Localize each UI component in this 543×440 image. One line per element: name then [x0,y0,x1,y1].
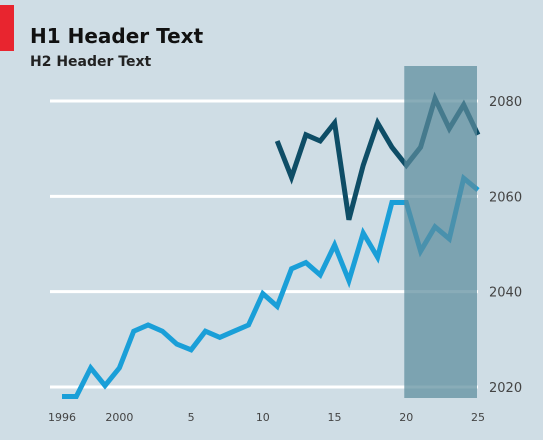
y-tick-label: 2020 [489,381,522,396]
y-axis-ticks: 2020 2040 2060 2080 [489,95,522,396]
x-tick-label: 2000 [105,411,133,424]
x-axis-ticks: 1996 2000 5 10 15 20 25 [48,411,485,424]
x-tick-label: 5 [188,411,195,424]
y-tick-label: 2060 [489,190,522,205]
highlight-band-layer [404,66,477,398]
accent-bar [0,5,14,51]
x-tick-label: 10 [256,411,270,424]
x-tick-label: 1996 [48,411,76,424]
y-tick-label: 2080 [489,95,522,110]
x-tick-label: 20 [399,411,413,424]
chart-subtitle: H2 Header Text [30,54,152,70]
highlight-band [404,66,477,398]
y-tick-label: 2040 [489,286,522,301]
x-tick-label: 15 [328,411,342,424]
x-tick-label: 25 [471,411,485,424]
chart-title: H1 Header Text [30,24,204,48]
